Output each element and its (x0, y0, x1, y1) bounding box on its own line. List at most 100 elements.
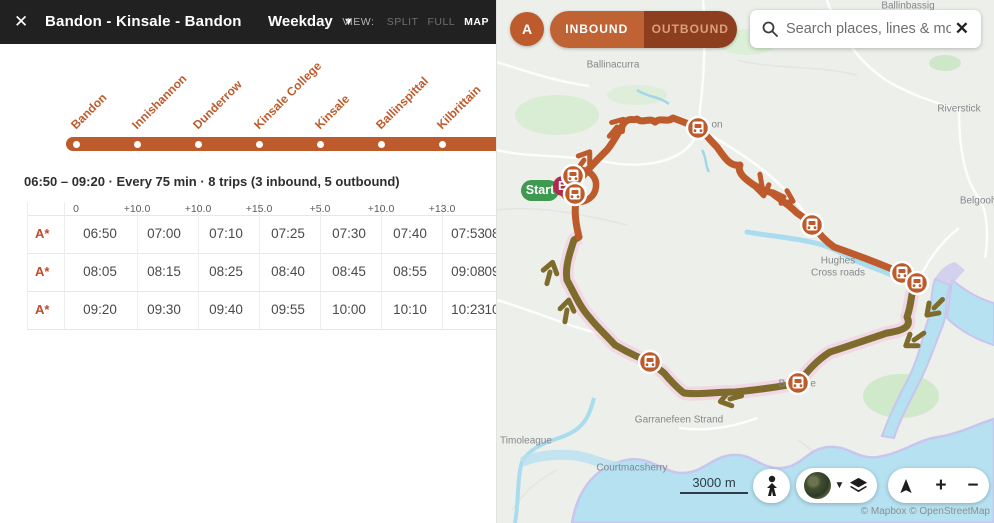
time-cell: 08:15 (147, 264, 181, 279)
bus-stop-marker[interactable] (785, 370, 811, 396)
time-cell: 08 (484, 226, 496, 241)
bus-icon (637, 349, 663, 375)
locate-arrow-icon[interactable] (898, 478, 914, 494)
time-cell: 07:25 (271, 226, 305, 241)
bus-stop-marker[interactable] (685, 115, 711, 141)
time-cell: 10:23 (451, 302, 485, 317)
bus-stop-marker[interactable] (799, 212, 825, 238)
time-cell: 09:08 (451, 264, 485, 279)
trip-row[interactable]: A* 06:50 07:00 07:10 07:25 07:30 07:40 07:5308 (27, 215, 496, 253)
stop-label: Ballinspittal (373, 74, 432, 132)
table-divider (198, 202, 199, 329)
trip-row[interactable]: A* 08:05 08:15 08:25 08:40 08:45 08:55 09:0809 (27, 253, 496, 291)
day-selector[interactable]: Weekday ▼ (268, 13, 354, 30)
bus-stop-marker[interactable] (562, 181, 588, 207)
view-label: VIEW: (342, 16, 375, 28)
schedule-summary: 06:50 – 09:20 · Every 75 min · 8 trips (… (24, 174, 400, 189)
stop-label: Kinsale (312, 91, 353, 132)
view-option-full[interactable]: FULL (427, 16, 456, 28)
route-start-marker: Start (521, 180, 559, 201)
place-label: le (808, 378, 816, 390)
time-cell: 09:20 (83, 302, 117, 317)
time-cell: 07:40 (393, 226, 427, 241)
map-scale: 3000 m (680, 475, 748, 494)
table-divider (64, 202, 65, 329)
time-cell: 09:30 (147, 302, 181, 317)
map-style-control: ▼ (796, 468, 877, 503)
stop-label: Bandon (68, 90, 110, 132)
route-badge[interactable]: A (510, 12, 544, 46)
bus-icon (685, 115, 711, 141)
table-divider (27, 215, 496, 216)
time-cell: 09 (484, 264, 496, 279)
table-divider (27, 329, 496, 330)
place-label: B (778, 378, 786, 390)
place-label: Hughes (820, 255, 856, 267)
streetview-pegman-button[interactable] (753, 469, 790, 503)
offset-header-cell: +13.0 (428, 203, 456, 215)
map-scale-bar (680, 492, 748, 494)
time-cell: 07:00 (147, 226, 181, 241)
offset-header-cell: 0 (73, 203, 79, 215)
table-divider (259, 202, 260, 329)
stop-dot (255, 141, 263, 148)
stop-dot (438, 141, 446, 148)
zoom-out-button[interactable]: − (967, 475, 979, 496)
place-label: Riverstick (937, 103, 981, 115)
place-label: Belgooly (959, 195, 994, 207)
place-label: on (711, 119, 723, 131)
time-cell: 06:50 (83, 226, 117, 241)
view-option-split[interactable]: SPLIT (386, 16, 419, 28)
place-label: Cross roads (811, 267, 865, 279)
trip-row[interactable]: A* 09:20 09:30 09:40 09:55 10:00 10:10 10:2310 (27, 291, 496, 329)
bus-stop-marker[interactable] (904, 270, 930, 296)
time-cell: 10:00 (332, 302, 366, 317)
tab-outbound[interactable]: OUTBOUND (643, 11, 737, 48)
stop-dot (194, 141, 202, 148)
stop-label: Innishannon (129, 71, 190, 132)
time-cell: 07:10 (209, 226, 243, 241)
time-cell: 08:55 (393, 264, 427, 279)
place-label: Ballinacurra (586, 59, 640, 71)
bus-icon (799, 212, 825, 238)
stop-dot (316, 141, 324, 148)
view-switcher: VIEW: SPLIT FULL MAP (333, 16, 489, 28)
close-icon[interactable]: ✕ (14, 12, 29, 31)
place-label: Garranefeen Strand (634, 414, 724, 426)
map-base-layer (497, 0, 994, 523)
chevron-down-icon: ▼ (342, 16, 354, 28)
route-title: Bandon - Kinsale - Bandon (45, 13, 242, 30)
offset-header-cell: +10.0 (123, 203, 151, 215)
zoom-in-button[interactable]: + (935, 475, 947, 496)
bus-icon (562, 181, 588, 207)
chevron-down-icon[interactable]: ▼ (834, 480, 845, 491)
time-cell: 07:53 (451, 226, 485, 241)
view-option-map[interactable]: MAP (464, 16, 489, 28)
time-cell: 08:05 (83, 264, 117, 279)
direction-arrow-icon (540, 261, 559, 286)
search-clear-icon[interactable]: ✕ (954, 19, 969, 38)
offset-header-cell: +5.0 (309, 203, 331, 215)
trip-label: A* (35, 226, 50, 241)
search-input[interactable] (786, 21, 951, 37)
place-label: Courtmacsherry (596, 462, 668, 474)
trip-label: A* (35, 264, 50, 279)
bus-icon (785, 370, 811, 396)
table-divider (137, 202, 138, 329)
schedule-panel: ✕ Bandon - Kinsale - Bandon Weekday ▼ VI… (0, 0, 497, 523)
layers-icon[interactable] (848, 475, 869, 496)
time-cell: 07:30 (332, 226, 366, 241)
place-label: Timoleague (500, 435, 552, 447)
time-cell: 09:55 (271, 302, 305, 317)
tab-inbound[interactable]: INBOUND (550, 11, 644, 48)
satellite-style-thumbnail[interactable] (803, 472, 831, 499)
stop-label: Dunderrow (190, 77, 245, 132)
table-divider (27, 202, 28, 329)
map-attribution[interactable]: © Mapbox © OpenStreetMap (860, 506, 990, 517)
map-scale-text: 3000 m (692, 475, 736, 490)
stop-label: Kilbrittain (434, 82, 484, 132)
bus-stop-marker[interactable] (637, 349, 663, 375)
time-cell: 10:10 (393, 302, 427, 317)
map-canvas[interactable]: Ballinbassig Ballinacurra Riverstick Belgoo… (497, 0, 994, 523)
